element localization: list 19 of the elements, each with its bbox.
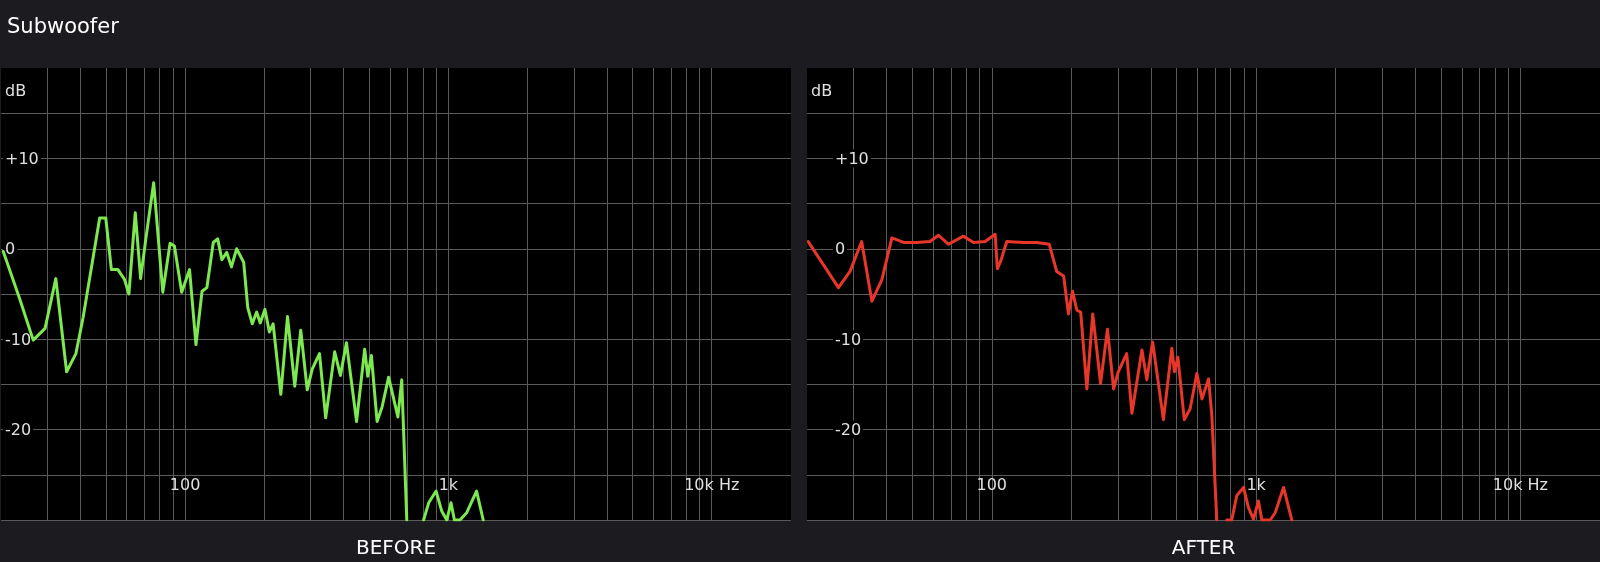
x-tick-label: 100 (976, 474, 1008, 494)
x-tick-label: 1k (1246, 474, 1267, 494)
y-tick-label: +10 (835, 148, 869, 168)
x-tick-label: 1k (438, 474, 459, 494)
x-tick-label: 10k Hz (684, 474, 740, 494)
y-tick-label: -20 (835, 420, 862, 440)
x-tick-label: 100 (169, 474, 201, 494)
y-tick-label: 0 (5, 239, 16, 259)
y-tick-label: 0 (835, 239, 846, 259)
y-tick-label: -20 (5, 420, 32, 440)
x-axis-title: BEFORE (355, 535, 437, 559)
y-tick-label: -10 (5, 329, 32, 349)
y-axis-title: dB (5, 80, 27, 100)
y-axis-title: dB (811, 80, 833, 100)
x-tick-label: 10k Hz (1492, 474, 1548, 494)
x-axis-title: AFTER (1171, 535, 1236, 559)
y-tick-label: -10 (835, 329, 862, 349)
y-tick-label: +10 (5, 148, 39, 168)
chart-title: Subwoofer (7, 13, 120, 38)
